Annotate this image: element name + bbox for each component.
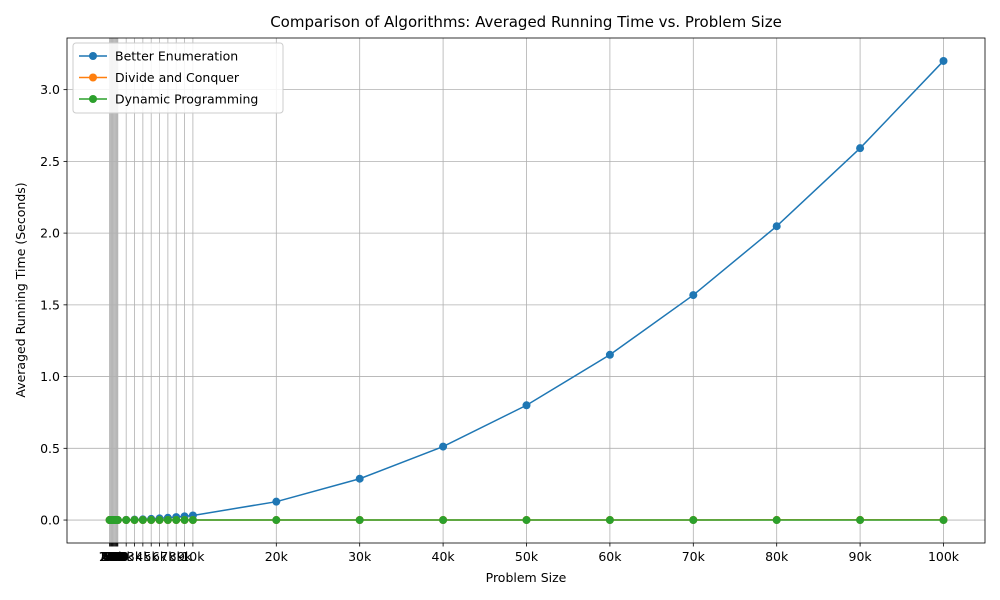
data-point <box>180 516 189 525</box>
data-point <box>439 442 448 451</box>
y-tick-label: 0.5 <box>40 441 60 456</box>
x-tick-label: 10 <box>102 549 118 564</box>
legend-frame <box>72 42 284 114</box>
x-tick-label: 8k <box>169 549 185 564</box>
x-tick-label: 200 <box>99 549 123 564</box>
data-point <box>163 516 172 525</box>
data-point <box>122 516 131 525</box>
x-tick-label: 400 <box>101 549 125 564</box>
data-point <box>856 516 865 525</box>
y-axis-label: Averaged Running Time (Seconds) <box>13 182 28 397</box>
data-point <box>772 222 781 231</box>
x-tick-label: 4k <box>135 549 151 564</box>
plot-area <box>67 38 985 543</box>
y-tick-label: 2.0 <box>40 226 60 241</box>
data-point <box>605 516 614 525</box>
legend-item: Better Enumeration <box>79 49 238 64</box>
x-tick-label: 100 <box>98 549 122 564</box>
series-dynamic-programming <box>105 516 948 525</box>
data-point <box>172 516 181 525</box>
data-point <box>939 56 948 65</box>
x-axis-ticks: 10501002003004005006007008009001k2k3k4k5… <box>98 543 960 564</box>
data-point <box>272 516 281 525</box>
x-tick-label: 100k <box>928 549 960 564</box>
data-point <box>355 474 364 483</box>
x-tick-label: 90k <box>849 549 873 564</box>
y-axis-ticks: 0.0 0.5 1.0 1.5 2.0 2.5 3.0 <box>40 82 67 528</box>
data-point <box>522 401 531 410</box>
data-point <box>130 516 139 525</box>
data-point <box>772 516 781 525</box>
legend-label: Divide and Conquer <box>115 70 240 85</box>
x-tick-label: 800 <box>104 549 128 564</box>
x-tick-label: 300 <box>100 549 124 564</box>
x-axis-label: Problem Size <box>486 570 567 585</box>
legend-item: Divide and Conquer <box>79 70 240 85</box>
x-tick-label: 3k <box>127 549 143 564</box>
x-tick-label: 1k <box>110 549 126 564</box>
data-point <box>856 144 865 153</box>
x-tick-label: 600 <box>103 549 127 564</box>
series-group <box>105 56 948 525</box>
x-tick-label: 10k <box>181 549 205 564</box>
y-tick-label: 2.5 <box>40 154 60 169</box>
data-point <box>138 516 147 525</box>
x-tick-label: 70k <box>682 549 706 564</box>
x-tick-label: 900 <box>105 549 129 564</box>
data-point <box>689 291 698 300</box>
x-tick-label: 80k <box>765 549 789 564</box>
data-point <box>147 516 156 525</box>
data-point <box>188 516 197 525</box>
x-tick-label: 6k <box>152 549 168 564</box>
legend: Better Enumeration Divide and Conquer Dyna… <box>72 42 284 114</box>
y-tick-label: 1.0 <box>40 369 60 384</box>
data-point <box>113 516 122 525</box>
legend-marker <box>89 95 97 103</box>
legend-marker <box>89 52 97 60</box>
x-tick-label: 2k <box>119 549 135 564</box>
x-tick-label: 60k <box>598 549 622 564</box>
data-point <box>939 516 948 525</box>
data-point <box>689 516 698 525</box>
legend-item: Dynamic Programming <box>79 92 258 107</box>
x-tick-label: 30k <box>348 549 372 564</box>
y-tick-label: 3.0 <box>40 82 60 97</box>
data-point <box>155 516 164 525</box>
x-tick-label: 40k <box>432 549 456 564</box>
data-point <box>522 516 531 525</box>
x-tick-label: 50k <box>515 549 539 564</box>
legend-label: Better Enumeration <box>115 49 238 64</box>
x-tick-label: 9k <box>177 549 193 564</box>
x-tick-label: 5k <box>144 549 160 564</box>
data-point <box>605 350 614 359</box>
data-point <box>355 516 364 525</box>
x-tick-label: 20k <box>265 549 289 564</box>
grid <box>67 38 985 543</box>
plot-frame <box>66 37 986 544</box>
y-tick-label: 1.5 <box>40 297 60 312</box>
data-point <box>272 497 281 506</box>
chart-title: Comparison of Algorithms: Averaged Runni… <box>270 13 782 31</box>
legend-label: Dynamic Programming <box>115 92 258 107</box>
x-tick-label: 700 <box>103 549 127 564</box>
x-tick-label: 50 <box>102 549 118 564</box>
y-tick-label: 0.0 <box>40 513 60 528</box>
legend-marker <box>89 73 97 82</box>
x-tick-label: 7k <box>160 549 176 564</box>
x-tick-label: 500 <box>102 549 126 564</box>
data-point <box>439 516 448 525</box>
